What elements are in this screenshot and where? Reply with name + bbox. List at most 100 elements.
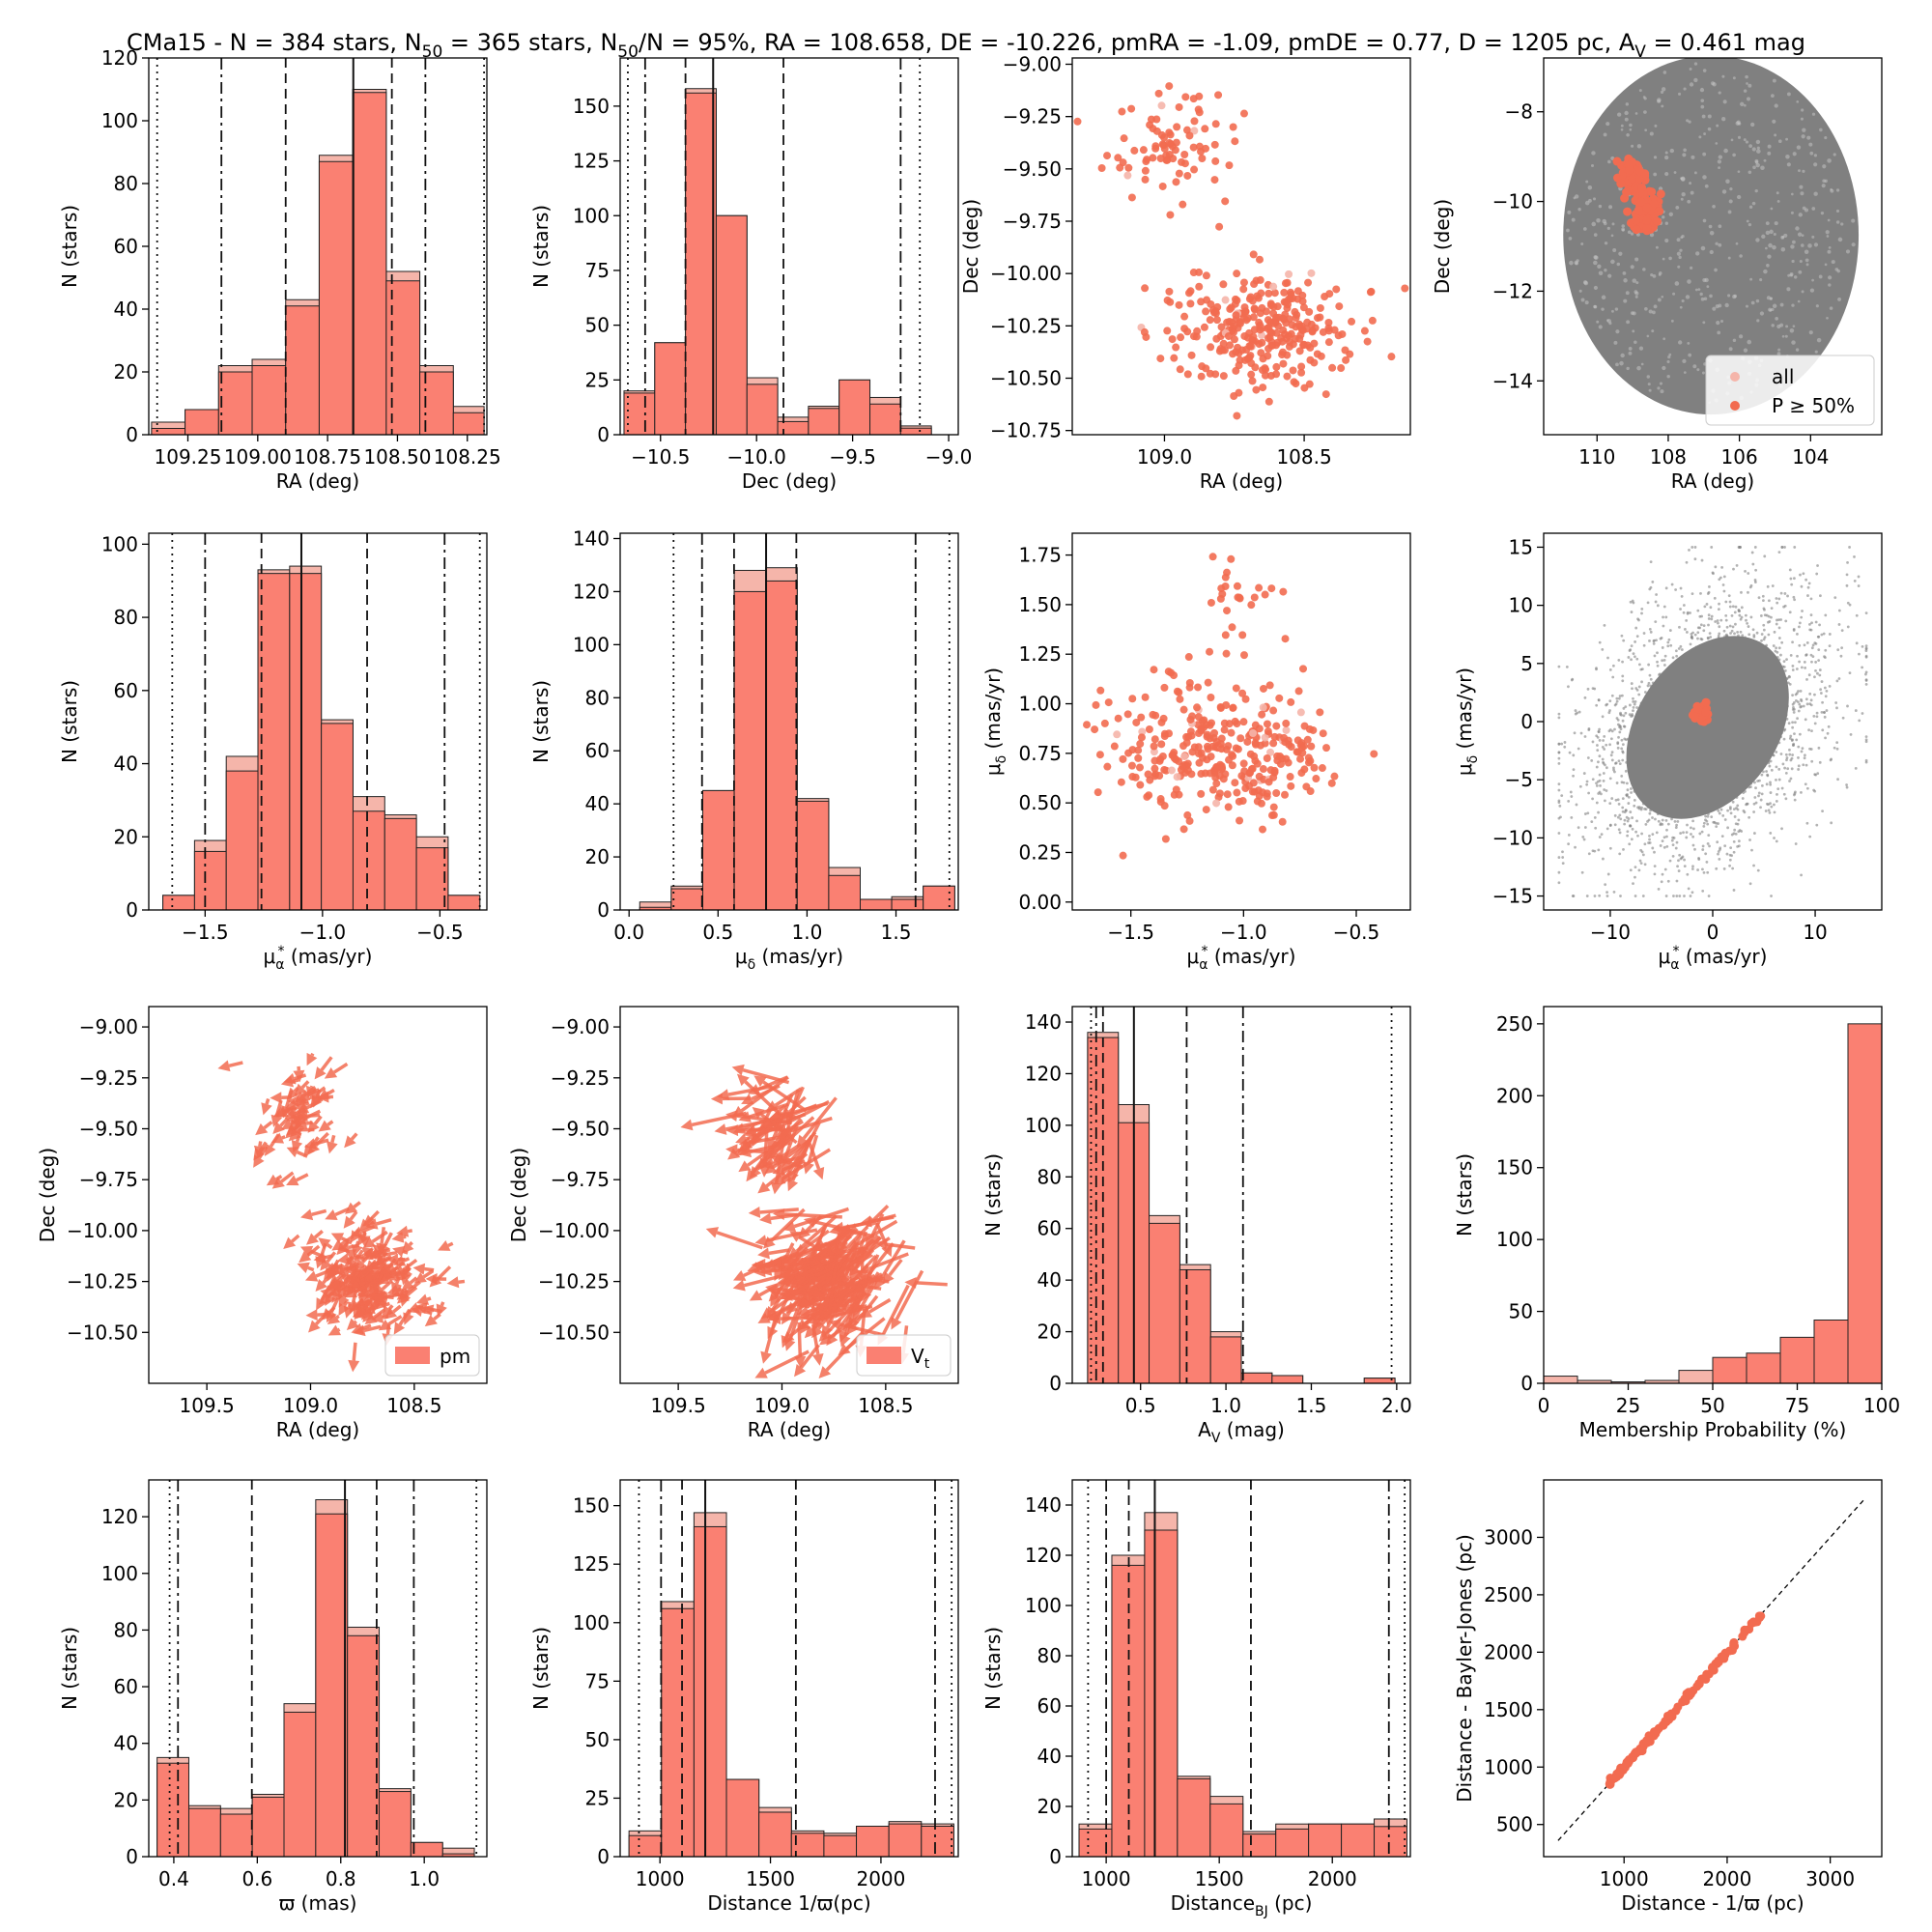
- field-star: [1653, 639, 1656, 642]
- field-star: [1840, 646, 1844, 650]
- field-star: [1780, 786, 1784, 790]
- field-star: [1791, 725, 1795, 729]
- field-star: [1731, 867, 1735, 870]
- field-star: [1753, 581, 1757, 583]
- scatter-point: [1299, 665, 1308, 673]
- field-star: [1712, 306, 1717, 311]
- field-star: [1830, 821, 1833, 825]
- field-star: [1675, 895, 1679, 897]
- scatter-point: [1208, 553, 1217, 561]
- scatter-point: [1387, 353, 1396, 361]
- field-star: [1728, 864, 1731, 867]
- field-star: [1761, 234, 1766, 240]
- scatter-point: [1136, 781, 1145, 789]
- field-star: [1796, 717, 1799, 721]
- field-star: [1696, 609, 1700, 612]
- field-star: [1745, 74, 1748, 79]
- vector-shaft: [403, 1257, 411, 1263]
- scatter-point: [1281, 635, 1290, 643]
- field-star: [1673, 171, 1677, 174]
- scatter-point: [1297, 368, 1306, 377]
- field-star: [1567, 210, 1572, 214]
- field-star: [1683, 895, 1686, 897]
- scatter-point: [1180, 312, 1189, 321]
- field-star: [1662, 624, 1665, 628]
- field-star: [1780, 246, 1786, 252]
- field-star: [1655, 593, 1658, 596]
- field-star: [1797, 709, 1801, 713]
- vector-head: [376, 1242, 388, 1256]
- field-star: [1788, 748, 1791, 752]
- field-star: [1584, 300, 1589, 305]
- scatter-point: [1259, 684, 1267, 693]
- scatter-point: [1197, 789, 1206, 798]
- field-star: [1792, 744, 1795, 747]
- axes-frame: [1543, 57, 1883, 436]
- scatter-point: [1280, 288, 1289, 297]
- field-star: [1774, 103, 1778, 108]
- field-star: [1754, 568, 1758, 572]
- field-star: [1749, 277, 1753, 281]
- scatter-point: [1165, 128, 1174, 137]
- scatter-point: [1296, 754, 1305, 763]
- field-star: [1750, 848, 1753, 852]
- field-star: [1735, 242, 1739, 245]
- scatter-point: [1212, 316, 1221, 325]
- field-star: [1718, 602, 1720, 606]
- field-star: [1774, 133, 1777, 137]
- field-star: [1680, 177, 1686, 182]
- field-star: [1585, 895, 1589, 897]
- field-star: [1643, 807, 1646, 810]
- vector-shaft: [345, 1257, 353, 1266]
- scatter-point: [1233, 720, 1241, 728]
- field-star: [1594, 826, 1598, 830]
- member-point: [1628, 174, 1637, 184]
- field-star: [1611, 664, 1615, 668]
- scatter-point: [1285, 315, 1293, 324]
- scatter-point: [1328, 363, 1337, 372]
- label-main: μ: [1187, 945, 1200, 968]
- field-star: [1693, 171, 1697, 175]
- field-star: [1656, 664, 1660, 668]
- field-star: [1785, 154, 1790, 159]
- field-star: [1755, 139, 1761, 145]
- scatter-point: [1131, 773, 1140, 781]
- scatter-point: [1267, 584, 1276, 593]
- scatter-point: [1211, 773, 1220, 781]
- axes-frame: [148, 1006, 488, 1384]
- field-star: [1796, 100, 1800, 103]
- y-tick-label: 60: [114, 679, 138, 702]
- scatter-point: [1302, 782, 1311, 791]
- vector-head: [253, 1154, 265, 1168]
- field-star: [1661, 818, 1664, 822]
- field-star: [1834, 701, 1838, 704]
- scatter-point: [1249, 250, 1258, 259]
- scatter-point: [1295, 334, 1304, 343]
- field-star: [1631, 713, 1634, 716]
- field-star: [1628, 713, 1632, 717]
- field-star: [1768, 242, 1773, 248]
- field-star: [1595, 765, 1599, 769]
- field-star: [1766, 296, 1771, 300]
- scatter-point: [1227, 728, 1236, 737]
- field-star: [1600, 833, 1604, 837]
- y-tick-label: −10.25: [67, 1270, 138, 1293]
- vector-head: [217, 1060, 231, 1072]
- field-star: [1777, 626, 1781, 630]
- scatter-point: [1185, 131, 1194, 140]
- field-star: [1675, 205, 1680, 210]
- scatter-point: [1150, 742, 1158, 751]
- field-star: [1624, 711, 1628, 715]
- scatter-point: [1330, 772, 1339, 781]
- field-star: [1662, 87, 1666, 92]
- field-star: [1718, 811, 1721, 815]
- field-star: [1740, 101, 1745, 106]
- field-star: [1770, 207, 1774, 211]
- field-star: [1623, 818, 1627, 822]
- field-star: [1792, 710, 1796, 714]
- field-star: [1647, 383, 1651, 386]
- scatter-point: [1221, 582, 1230, 590]
- field-star: [1793, 275, 1798, 279]
- field-star: [1745, 304, 1748, 308]
- field-star: [1783, 546, 1786, 549]
